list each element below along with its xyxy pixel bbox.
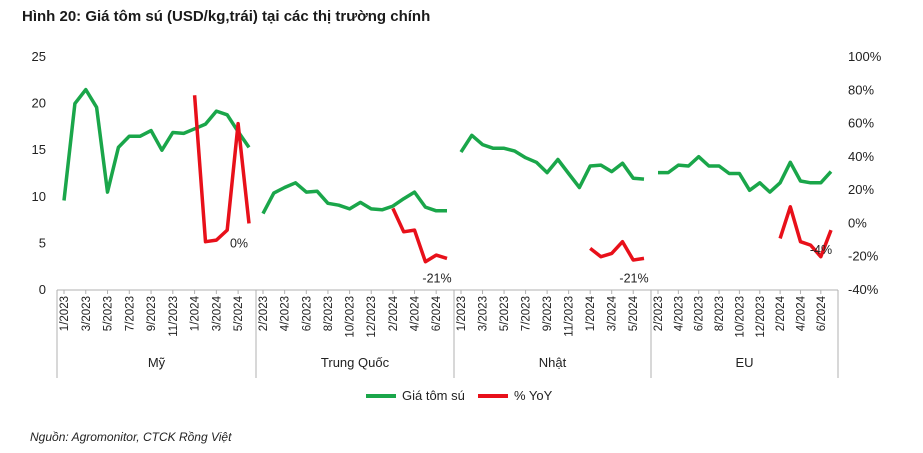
right-axis-tick-label: 60% [848,116,874,131]
x-tick-label: 1/2023 [59,296,71,331]
x-tick-label: 1/2023 [456,296,468,331]
x-tick-label: 6/2023 [301,296,313,331]
x-tick-label: 6/2023 [694,296,706,331]
group-label: Nhật [539,355,567,370]
yoy-end-annotation: -21% [619,271,648,285]
x-tick-label: 3/2024 [607,295,619,331]
x-tick-label: 2/2024 [388,295,400,331]
x-tick-label: 3/2023 [81,296,93,331]
price-series-line [261,181,447,215]
x-tick-label: 8/2023 [323,296,335,331]
yoy-series-line [391,207,448,264]
x-tick-label: 3/2024 [211,295,223,331]
left-axis-tick-label: 10 [32,189,46,204]
legend-yoy-label: % YoY [514,388,553,403]
source-note: Nguồn: Agromonitor, CTCK Rồng Việt [30,430,232,444]
right-axis-tick-label: -40% [848,282,879,297]
x-tick-label: 2/2023 [258,296,270,331]
chart-title: Hình 20: Giá tôm sú (USD/kg,trái) tại cá… [22,8,431,25]
right-axis-tick-label: 0% [848,215,867,230]
yoy-series-line [778,205,833,259]
group-label: EU [735,355,753,370]
x-tick-label: 1/2024 [585,295,597,331]
left-axis-tick-label: 5 [39,235,46,250]
price-series-line [459,133,645,190]
x-tick-label: 5/2024 [233,295,245,331]
x-tick-label: 9/2023 [542,296,554,331]
left-axis-tick-label: 25 [32,49,46,64]
x-tick-label: 4/2023 [673,296,685,331]
x-tick-label: 7/2023 [521,296,533,331]
right-axis-tick-label: -20% [848,249,879,264]
x-tick-label: 7/2023 [124,296,136,331]
x-tick-label: 5/2023 [499,296,511,331]
legend-price-label: Giá tôm sú [402,388,465,403]
x-tick-label: 1/2024 [190,295,202,331]
x-tick-label: 12/2023 [755,296,767,338]
yoy-series-line [589,239,645,262]
x-tick-label: 2/2023 [653,296,665,331]
yoy-end-annotation: 0% [230,236,248,250]
x-tick-label: 4/2024 [795,295,807,331]
left-axis-tick-label: 15 [32,142,46,157]
x-tick-label: 3/2023 [478,296,490,331]
x-tick-label: 4/2023 [280,296,292,331]
yoy-series-line [192,95,251,244]
right-axis-tick-label: 40% [848,149,874,164]
group-label: Mỹ [148,355,166,370]
right-axis-tick-label: 80% [848,82,874,97]
x-tick-label: 6/2024 [816,295,828,331]
price-series-line [658,154,833,194]
yoy-end-annotation: -21% [422,271,451,285]
group-label: Trung Quốc [321,355,390,370]
right-axis-tick-label: 100% [848,49,882,64]
x-tick-label: 11/2023 [168,296,180,337]
price-series-line [62,87,251,201]
right-axis-tick-label: 20% [848,182,874,197]
x-tick-label: 10/2023 [345,296,357,338]
x-tick-label: 5/2023 [103,296,115,331]
x-tick-label: 9/2023 [146,296,158,331]
x-tick-label: 10/2023 [734,296,746,338]
x-tick-label: 12/2023 [366,296,378,338]
x-tick-label: 6/2024 [431,295,443,331]
x-tick-label: 11/2023 [564,296,576,337]
yoy-end-annotation: -4% [810,243,832,257]
x-tick-label: 5/2024 [628,295,640,331]
x-tick-label: 4/2024 [410,295,422,331]
left-axis-tick-label: 20 [32,96,46,111]
x-tick-label: 8/2023 [714,296,726,331]
left-axis-tick-label: 0 [39,282,46,297]
x-tick-label: 2/2024 [775,295,787,331]
